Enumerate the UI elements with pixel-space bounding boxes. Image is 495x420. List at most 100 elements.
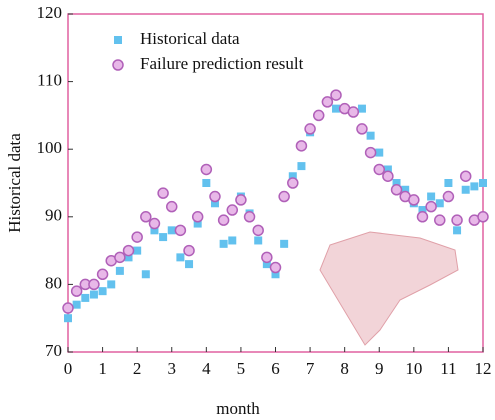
point [461, 185, 470, 194]
legend-label: Failure prediction result [140, 54, 304, 73]
point [193, 219, 202, 228]
point [453, 226, 462, 235]
point [89, 290, 98, 299]
x-tick-label: 0 [64, 359, 73, 378]
point [390, 184, 403, 196]
point [122, 244, 135, 257]
point [209, 190, 221, 203]
x-tick-label: 12 [475, 359, 492, 378]
x-tick-label: 5 [237, 359, 246, 378]
point [62, 302, 74, 314]
point [451, 214, 463, 226]
point [262, 260, 271, 269]
point [375, 148, 384, 157]
point [364, 146, 377, 159]
point [167, 226, 176, 235]
x-tick-label: 11 [440, 359, 456, 378]
point [81, 293, 90, 302]
x-tick-label: 9 [375, 359, 384, 378]
point [148, 217, 161, 230]
point [166, 200, 178, 213]
y-tick-label: 80 [45, 273, 62, 292]
x-tick-label: 8 [340, 359, 349, 378]
point [70, 285, 83, 297]
x-tick-label: 10 [405, 359, 422, 378]
point [356, 123, 368, 135]
point [226, 204, 239, 216]
point [107, 280, 116, 289]
y-tick-label: 110 [37, 71, 62, 90]
point [444, 179, 453, 187]
point [64, 314, 72, 323]
x-tick-label: 3 [168, 359, 177, 378]
point [210, 199, 219, 208]
x-tick-label: 6 [271, 359, 280, 378]
point [243, 211, 256, 223]
point [185, 260, 194, 269]
point [330, 89, 342, 101]
legend-label: Historical data [140, 29, 240, 48]
point [150, 226, 159, 235]
point [425, 200, 437, 213]
point [115, 266, 124, 275]
point [278, 190, 290, 203]
point [435, 199, 444, 208]
point [304, 123, 316, 135]
point [434, 214, 446, 226]
x-axis-label: month [216, 399, 260, 418]
point [254, 236, 263, 245]
y-tick-label: 90 [45, 206, 62, 225]
point [174, 224, 187, 237]
point [366, 131, 375, 140]
point [124, 253, 133, 262]
point [191, 211, 204, 223]
point [261, 251, 273, 264]
point [228, 236, 237, 245]
x-tick-label: 7 [306, 359, 315, 378]
point [479, 179, 487, 187]
point [357, 104, 366, 113]
point [183, 244, 195, 257]
point [442, 190, 455, 203]
point [401, 185, 410, 194]
point [418, 206, 427, 215]
point [140, 211, 152, 223]
point [131, 231, 143, 243]
point [157, 187, 169, 199]
point [159, 233, 168, 242]
point [321, 96, 334, 108]
point [312, 109, 325, 122]
legend-marker [114, 36, 122, 44]
y-tick-label: 70 [45, 341, 62, 360]
point [235, 194, 247, 206]
point [269, 261, 282, 274]
x-tick-label: 2 [133, 359, 142, 378]
point [202, 179, 211, 187]
point [373, 163, 385, 176]
point [217, 214, 230, 226]
point [271, 270, 280, 279]
point [347, 106, 360, 118]
point [288, 172, 297, 181]
x-tick-label: 4 [202, 359, 211, 378]
point [98, 287, 107, 296]
point [332, 104, 341, 113]
point [219, 239, 228, 248]
point [392, 179, 401, 187]
point [72, 300, 81, 309]
point [382, 170, 394, 182]
point [280, 239, 289, 248]
y-tick-label: 100 [37, 138, 63, 157]
x-tick-label: 1 [98, 359, 107, 378]
point [200, 163, 213, 176]
point [427, 192, 436, 201]
point [408, 194, 420, 206]
point [297, 162, 306, 171]
point [383, 165, 392, 174]
point [287, 177, 299, 189]
point [416, 211, 429, 223]
point [114, 251, 126, 264]
y-tick-label: 120 [37, 3, 63, 22]
point [176, 253, 185, 262]
